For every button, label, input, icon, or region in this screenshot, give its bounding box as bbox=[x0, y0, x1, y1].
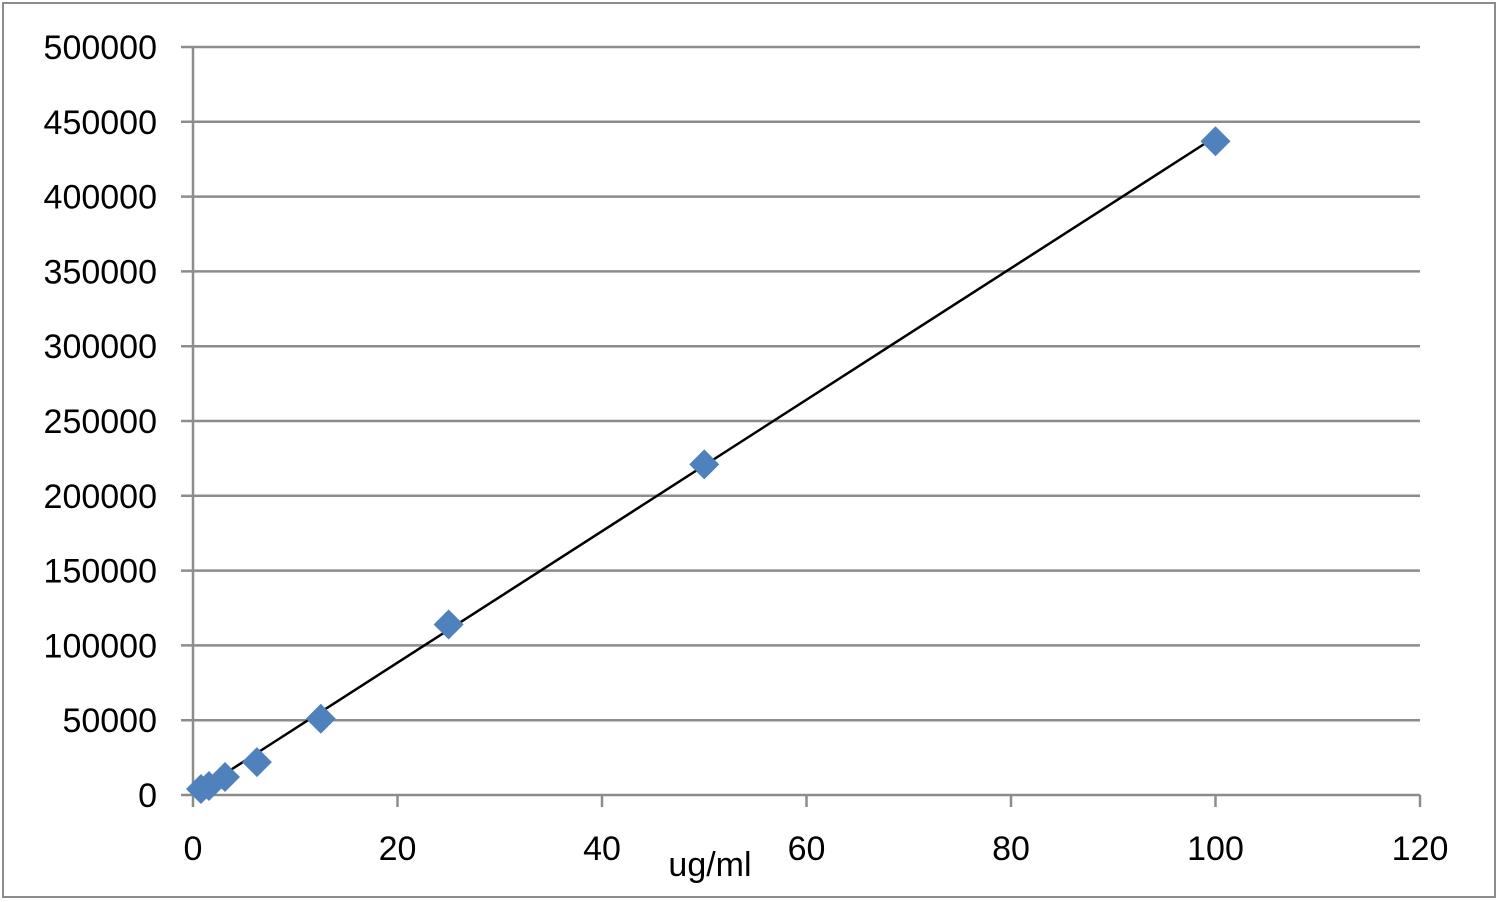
data-point-diamond bbox=[689, 449, 720, 480]
x-tick-labels: 0 20 40 60 80 100 120 bbox=[184, 795, 1449, 868]
y-tick-label: 450000 bbox=[44, 104, 157, 142]
y-tick-label: 150000 bbox=[44, 553, 157, 591]
y-tick-label: 400000 bbox=[44, 179, 157, 217]
y-tick-label: 100000 bbox=[44, 627, 157, 665]
y-tick-labels: 0 50000 100000 150000 200000 250000 300000 3500… bbox=[44, 29, 157, 815]
x-tick-label: 60 bbox=[788, 830, 826, 868]
y-tick-label: 350000 bbox=[44, 253, 157, 291]
data-point-diamond bbox=[241, 747, 272, 778]
data-point-diamond bbox=[210, 762, 241, 793]
data-point-diamond bbox=[1200, 126, 1231, 157]
data-points bbox=[185, 126, 1231, 805]
x-axis-title: ug/ml bbox=[668, 846, 751, 884]
gridlines bbox=[181, 45, 1420, 722]
y-tick-label: 200000 bbox=[44, 478, 157, 516]
y-tick-label: 50000 bbox=[62, 702, 157, 740]
x-tick-label: 120 bbox=[1392, 830, 1449, 868]
y-tick-label: 250000 bbox=[44, 403, 157, 441]
data-point-diamond bbox=[305, 703, 336, 734]
y-tick-label: 300000 bbox=[44, 328, 157, 366]
x-tick-label: 40 bbox=[583, 830, 621, 868]
x-tick-label: 20 bbox=[379, 830, 417, 868]
y-tick-label: 500000 bbox=[44, 29, 157, 67]
x-tick-label: 100 bbox=[1187, 830, 1244, 868]
x-tick-label: 80 bbox=[992, 830, 1030, 868]
data-point-diamond bbox=[433, 609, 464, 640]
axes bbox=[181, 47, 1420, 797]
y-tick-label: 0 bbox=[138, 777, 157, 815]
x-tick-label: 0 bbox=[184, 830, 203, 868]
